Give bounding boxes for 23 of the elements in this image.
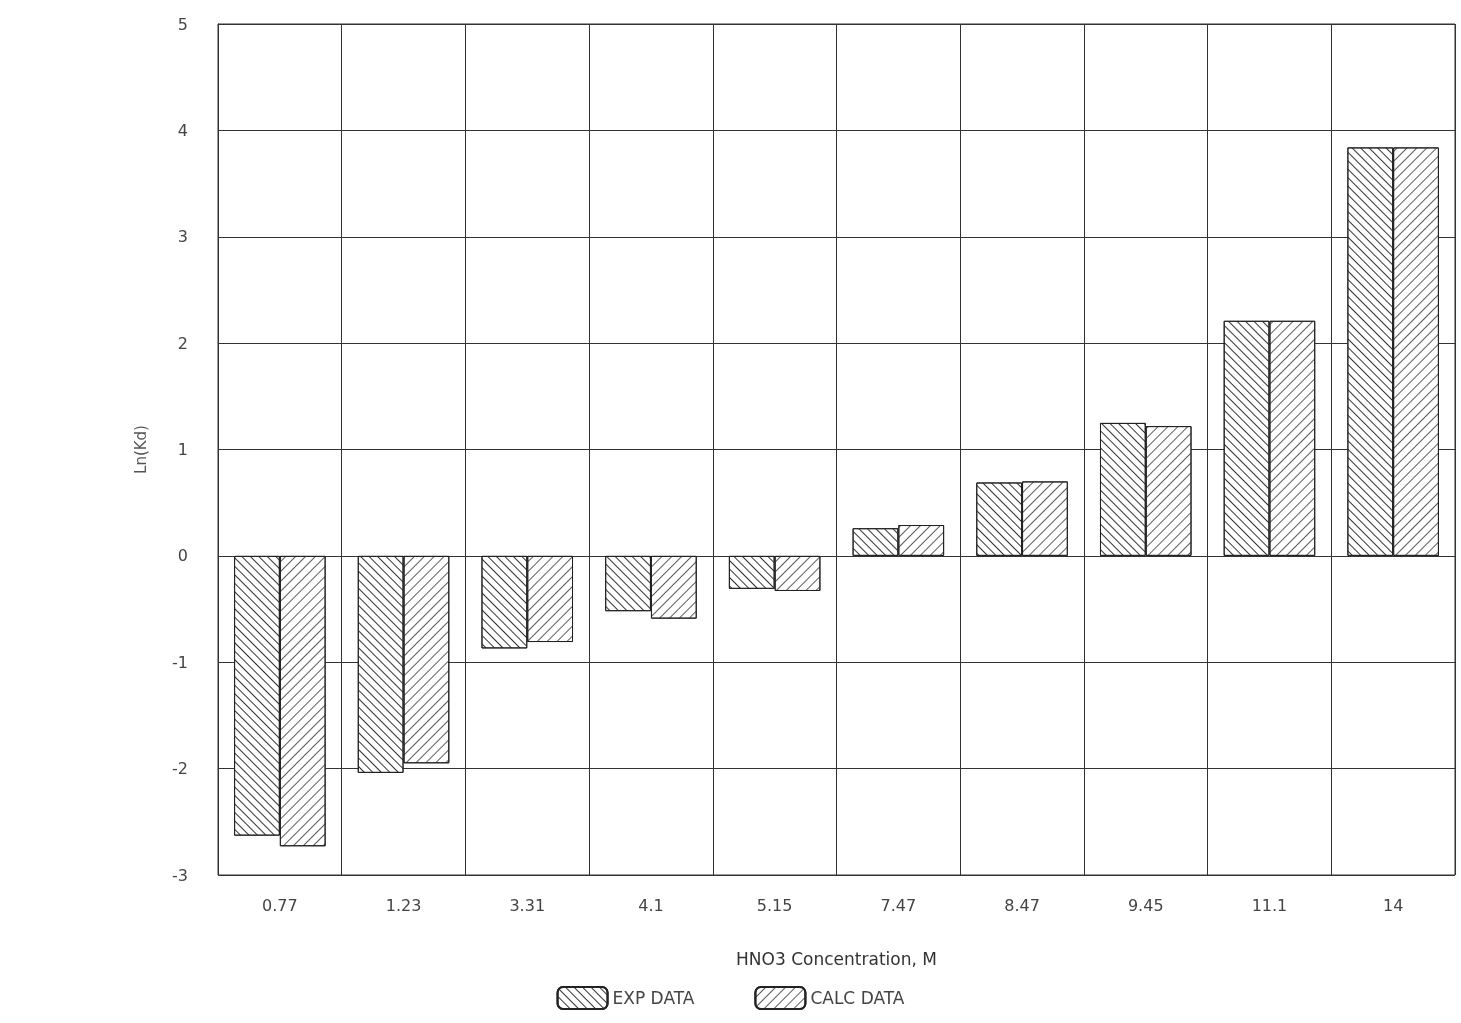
- y-tick-label: 2: [177, 333, 188, 353]
- legend-label: EXP DATA: [612, 988, 695, 1008]
- y-tick-label: 4: [177, 120, 188, 140]
- x-tick-label: 8.47: [1004, 895, 1040, 915]
- y-tick-label: 3: [177, 227, 188, 247]
- x-tick-label: 0.77: [262, 895, 298, 915]
- x-tick-label: 11.1: [1251, 895, 1288, 915]
- y-tick-label: -3: [172, 865, 188, 885]
- x-tick-label: 9.45: [1127, 895, 1164, 915]
- x-tick-label: 1.23: [385, 895, 422, 915]
- x-tick-label: 5.15: [756, 895, 793, 915]
- x-tick-label: 7.47: [880, 895, 917, 915]
- y-tick-label: 1: [177, 440, 188, 459]
- y-tick-label: -1: [172, 652, 188, 672]
- y-tick-label: 5: [177, 14, 188, 34]
- y-axis-title: Ln(Kd): [131, 425, 150, 474]
- y-tick-label: 0: [177, 546, 188, 566]
- x-tick-label: 14: [1382, 895, 1404, 915]
- x-axis-title: HNO3 Concentration, M: [736, 948, 937, 969]
- x-tick-label: 3.31: [509, 895, 546, 915]
- legend-label: CALC DATA: [810, 988, 905, 1008]
- x-tick-label: 4.1: [638, 895, 664, 915]
- y-tick-label: -2: [172, 759, 188, 779]
